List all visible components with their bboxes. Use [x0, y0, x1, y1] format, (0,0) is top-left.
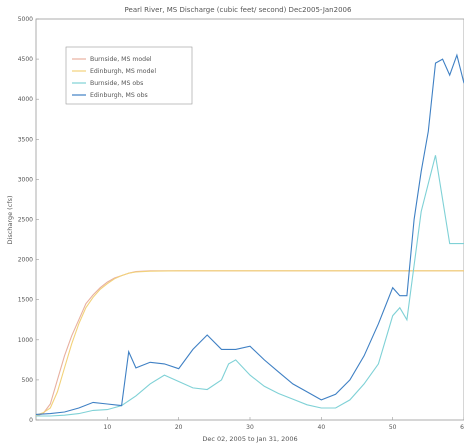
y-tick-label: 3000	[18, 176, 33, 183]
x-tick-label: 60	[460, 424, 464, 431]
legend-label: Burnside, MS model	[90, 56, 152, 63]
legend-label: Edinburgh, MS model	[90, 68, 156, 75]
y-tick-label: 2000	[18, 257, 33, 264]
y-tick-label: 1000	[18, 337, 33, 344]
chart-title: Pearl River, MS Discharge (cubic feet/ s…	[125, 6, 352, 14]
x-tick-label: 10	[104, 424, 112, 431]
axis-ticks: 10 20 30 40 50 60 0 500 1000 1500 2000 2500 3000 3500…	[18, 16, 464, 431]
y-tick-label: 2500	[18, 217, 33, 224]
series-line-3	[35, 53, 464, 415]
y-tick-label: 4000	[18, 96, 33, 103]
x-tick-label: 20	[175, 424, 183, 431]
x-tick-label: 50	[389, 424, 397, 431]
legend-label: Burnside, MS obs	[90, 80, 143, 87]
series-line-2	[36, 155, 464, 417]
y-tick-label: 4500	[18, 56, 33, 63]
y-tick-label: 5000	[18, 16, 33, 23]
y-tick-label: 1500	[18, 297, 33, 304]
x-axis-label: Dec 02, 2005 to Jan 31, 2006	[202, 435, 297, 443]
y-tick-label: 3500	[18, 136, 33, 143]
x-tick-label: 40	[318, 424, 326, 431]
y-tick-label: 500	[22, 377, 34, 384]
legend: Burnside, MS model Edinburgh, MS model Bur…	[65, 46, 193, 105]
x-tick-label: 30	[246, 424, 254, 431]
y-tick-label: 0	[29, 417, 33, 424]
series-line-1	[35, 270, 464, 416]
legend-label: Edinburgh, MS obs	[90, 92, 148, 99]
data-lines	[35, 53, 464, 417]
y-axis-label: Discharge (cfs)	[6, 196, 14, 245]
